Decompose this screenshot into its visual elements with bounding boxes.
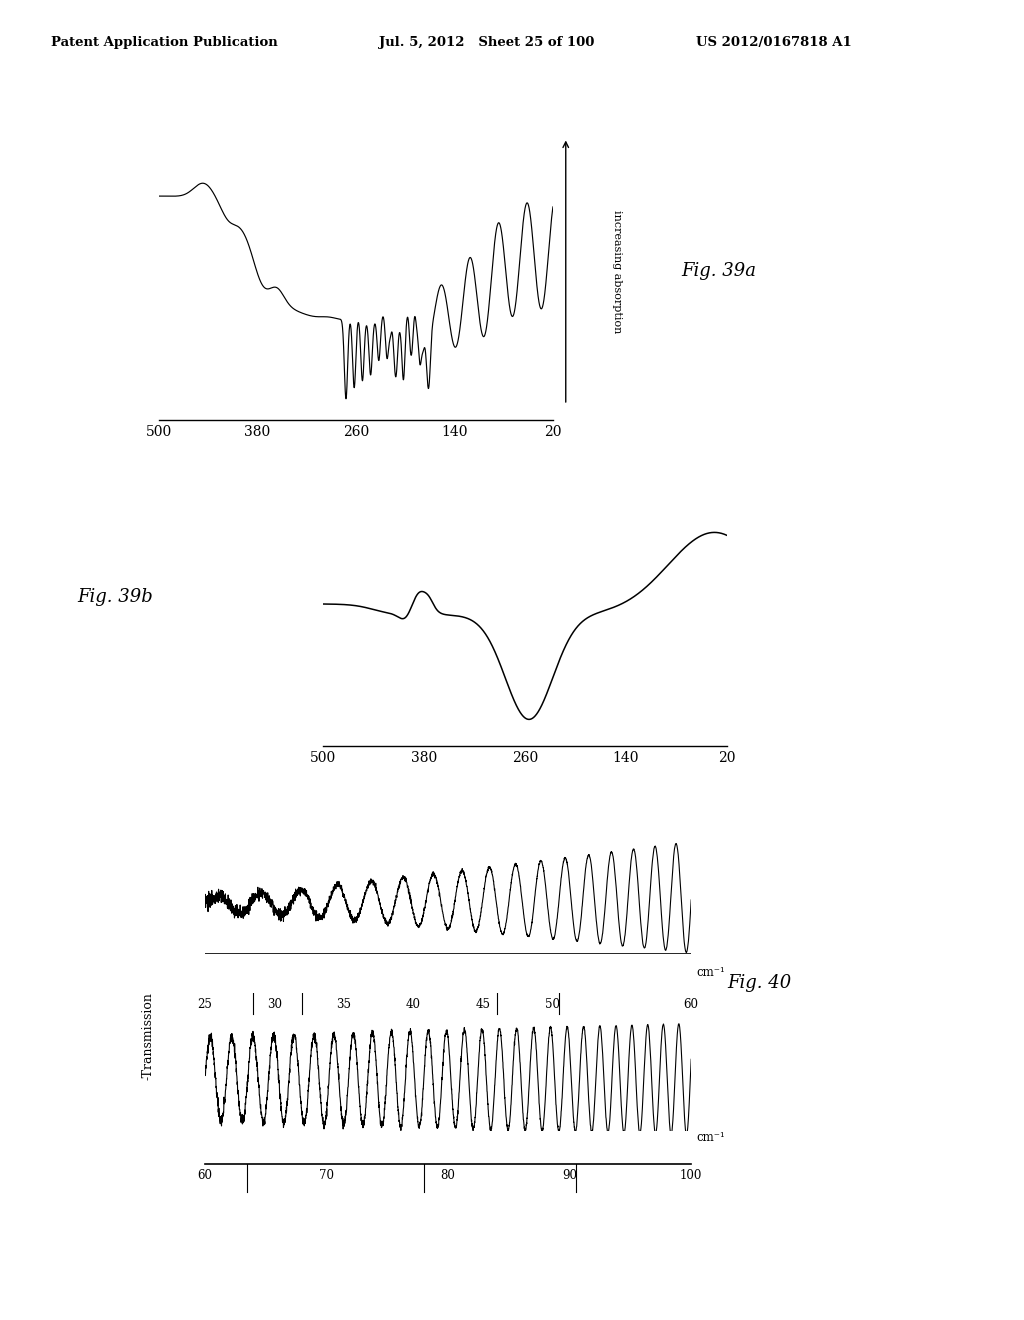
Text: cm⁻¹: cm⁻¹ (696, 1131, 725, 1144)
Text: J10: J10 (293, 970, 311, 979)
Text: Fig. 40: Fig. 40 (727, 974, 792, 993)
Text: J15: J15 (487, 970, 506, 979)
Text: J8: J8 (248, 970, 259, 979)
Text: J20: J20 (238, 1148, 257, 1158)
Text: increasing absorption: increasing absorption (612, 210, 622, 333)
Text: cm⁻¹: cm⁻¹ (696, 966, 725, 979)
Text: Fig. 39b: Fig. 39b (77, 587, 153, 606)
Text: Fig. 39a: Fig. 39a (681, 261, 756, 280)
Text: Patent Application Publication: Patent Application Publication (51, 36, 278, 49)
Text: J20: J20 (550, 970, 568, 979)
Text: US 2012/0167818 A1: US 2012/0167818 A1 (696, 36, 852, 49)
Text: J30: J30 (566, 1148, 585, 1158)
Text: J25: J25 (415, 1148, 433, 1158)
Text: Jul. 5, 2012   Sheet 25 of 100: Jul. 5, 2012 Sheet 25 of 100 (379, 36, 594, 49)
Text: -Transmission: -Transmission (142, 993, 155, 1080)
